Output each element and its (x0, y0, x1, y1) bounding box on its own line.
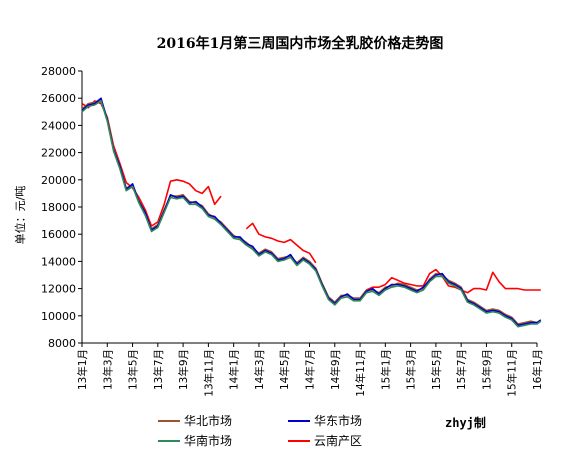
series-line-2 (81, 97, 542, 327)
x-tick-label: 14年5月 (278, 349, 291, 390)
x-ticks: 13年1月 13年3月 13年5月 13年7月 13年9月 13年11月 14年1月 14年3… (76, 343, 544, 397)
y-tick-label: 20000 (41, 174, 76, 187)
x-tick-label: 15年1月 (379, 349, 392, 390)
x-tick-label: 14年9月 (329, 349, 342, 390)
plot-area (81, 97, 542, 328)
x-tick-label: 13年7月 (152, 349, 165, 390)
legend-label: 华北市场 (184, 413, 232, 428)
y-tick-label: 24000 (41, 119, 76, 132)
legend-label: 云南产区 (314, 433, 362, 448)
series-line-3 (81, 100, 542, 328)
y-tick-label: 18000 (41, 201, 76, 214)
x-tick-label: 13年1月 (76, 349, 89, 390)
y-ticks: 8000 10000 12000 14000 16000 18000 20000 22000 2… (41, 65, 82, 350)
y-tick-label: 16000 (41, 228, 76, 241)
y-tick-label: 14000 (41, 255, 76, 268)
x-tick-label: 14年1月 (228, 349, 241, 390)
y-axis-label: 单位：元/吨 (13, 186, 27, 245)
x-tick-label: 15年7月 (455, 349, 468, 390)
x-tick-label: 15年11月 (506, 349, 519, 397)
x-tick-label: 13年5月 (127, 349, 140, 390)
x-tick-label: 14年7月 (304, 349, 317, 390)
y-tick-label: 12000 (41, 283, 76, 296)
x-tick-label: 15年3月 (405, 349, 418, 390)
y-tick-label: 8000 (48, 337, 76, 350)
x-tick-label: 13年11月 (202, 349, 215, 397)
x-tick-label: 14年3月 (253, 349, 266, 390)
x-tick-label: 15年5月 (430, 349, 443, 390)
x-tick-label: 13年3月 (101, 349, 114, 390)
legend-label: 华东市场 (314, 413, 362, 428)
legend-label: 华南市场 (184, 433, 232, 448)
watermark: zhyj制 (445, 415, 486, 430)
y-tick-label: 26000 (41, 92, 76, 105)
x-tick-label: 13年9月 (177, 349, 190, 390)
x-tick-label: 14年11月 (354, 349, 367, 397)
x-tick-label: 15年9月 (480, 349, 493, 390)
y-tick-label: 10000 (41, 310, 76, 323)
y-tick-label: 28000 (41, 65, 76, 78)
y-tick-label: 22000 (41, 147, 76, 160)
chart-title: 2016年1月第三周国内市场全乳胶价格走势图 (157, 35, 444, 52)
x-tick-label: 16年1月 (531, 349, 544, 390)
